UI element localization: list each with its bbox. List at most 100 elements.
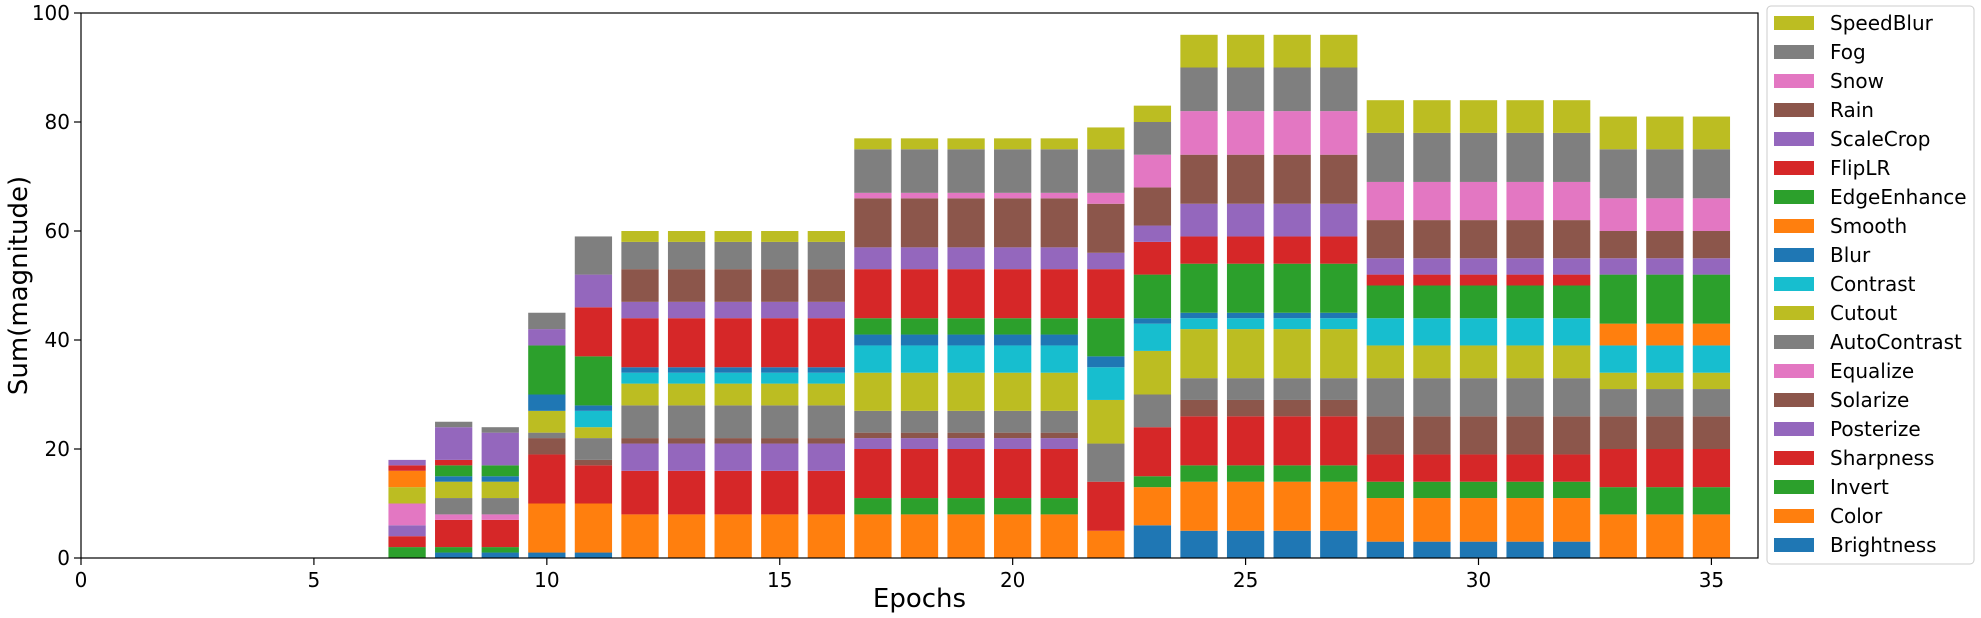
bar-snow-epoch-20 (994, 192, 1032, 199)
bar-speedblur-epoch-29 (1413, 100, 1451, 133)
bar-sharpness-epoch-31 (1506, 454, 1544, 482)
y-axis-title: Sum(magnitude) (4, 176, 34, 395)
bar-scalecrop-epoch-30 (1459, 258, 1498, 275)
bar-snow-epoch-18 (900, 192, 939, 199)
bar-fog-epoch-8 (435, 421, 473, 428)
bar-fog-epoch-25 (1226, 67, 1265, 112)
bar-cutout-epoch-8 (435, 481, 473, 499)
bar-sharpness-epoch-22 (1087, 481, 1125, 531)
bar-invert-epoch-21 (1040, 498, 1078, 515)
bar-rain-epoch-33 (1599, 231, 1637, 259)
legend-label-sharpness: Sharpness (1830, 446, 1934, 470)
bar-sharpness-epoch-10 (528, 454, 566, 504)
bar-solarize-epoch-32 (1553, 416, 1591, 455)
bar-speedblur-epoch-25 (1226, 34, 1265, 68)
bar-solarize-epoch-18 (900, 432, 939, 439)
bar-scalecrop-epoch-33 (1599, 258, 1637, 275)
bar-fliplr-epoch-7 (388, 465, 426, 471)
legend-swatch-fliplr (1774, 161, 1814, 175)
bar-rain-epoch-22 (1087, 203, 1125, 253)
bar-sharpness-epoch-26 (1273, 416, 1311, 466)
bar-edgeenhance-epoch-29 (1413, 285, 1451, 319)
bar-color-epoch-31 (1506, 498, 1544, 542)
bar-sharpness-epoch-8 (435, 519, 473, 548)
bar-color-epoch-32 (1553, 498, 1591, 542)
bar-fliplr-epoch-31 (1506, 274, 1544, 286)
bar-solarize-epoch-25 (1226, 399, 1265, 417)
bar-sharpness-epoch-12 (621, 470, 659, 515)
bar-sharpness-epoch-33 (1599, 449, 1637, 488)
bar-contrast-epoch-16 (807, 372, 845, 384)
bar-cutout-epoch-22 (1087, 399, 1125, 444)
bar-fog-epoch-30 (1459, 132, 1498, 182)
bar-solarize-epoch-13 (667, 438, 706, 444)
y-tick-label: 80 (45, 110, 70, 134)
bar-brightness-epoch-24 (1180, 530, 1218, 558)
bar-sharpness-epoch-19 (947, 449, 985, 499)
bar-cutout-epoch-20 (994, 372, 1032, 411)
bar-solarize-epoch-10 (528, 438, 566, 455)
bar-smooth-epoch-7 (388, 470, 426, 488)
bar-contrast-epoch-27 (1320, 318, 1358, 330)
bar-posterize-epoch-20 (994, 438, 1032, 449)
bar-posterize-epoch-16 (807, 443, 845, 471)
bar-speedblur-epoch-24 (1180, 34, 1218, 68)
y-tick-label: 100 (32, 1, 70, 25)
bar-autocontrast-epoch-28 (1366, 378, 1404, 417)
bar-fog-epoch-24 (1180, 67, 1218, 112)
bar-sharpness-epoch-16 (807, 470, 845, 515)
bar-speedblur-epoch-14 (714, 231, 752, 242)
bar-sharpness-epoch-9 (481, 519, 519, 548)
bar-fog-epoch-32 (1553, 132, 1591, 182)
bar-snow-epoch-24 (1180, 111, 1218, 155)
bar-contrast-epoch-25 (1226, 318, 1265, 330)
bar-scalecrop-epoch-9 (481, 432, 519, 466)
bar-contrast-epoch-12 (621, 372, 659, 384)
legend-label-blur: Blur (1830, 243, 1871, 267)
bar-scalecrop-epoch-20 (994, 247, 1032, 270)
bar-snow-epoch-28 (1366, 181, 1404, 221)
bar-fliplr-epoch-27 (1320, 236, 1358, 264)
bar-invert-epoch-24 (1180, 465, 1218, 482)
bar-color-epoch-13 (667, 514, 706, 558)
bar-invert-epoch-19 (947, 498, 985, 515)
bar-scalecrop-epoch-12 (621, 301, 659, 319)
bar-fliplr-epoch-15 (761, 318, 799, 368)
legend-swatch-smooth (1774, 219, 1814, 233)
bar-edgeenhance-epoch-32 (1553, 285, 1591, 319)
bar-fliplr-epoch-19 (947, 269, 985, 319)
bar-edgeenhance-epoch-22 (1087, 318, 1125, 357)
bar-invert-epoch-17 (854, 498, 892, 515)
bar-cutout-epoch-26 (1273, 329, 1311, 379)
bar-solarize-epoch-31 (1506, 416, 1544, 455)
bar-snow-epoch-32 (1553, 181, 1591, 221)
bar-edgeenhance-epoch-9 (481, 465, 519, 477)
bar-scalecrop-epoch-13 (667, 301, 706, 319)
legend-swatch-brightness (1774, 538, 1814, 552)
bar-sharpness-epoch-24 (1180, 416, 1218, 466)
bar-scalecrop-epoch-26 (1273, 203, 1311, 237)
bar-edgeenhance-epoch-19 (947, 318, 985, 335)
bar-color-epoch-26 (1273, 481, 1311, 531)
bar-speedblur-epoch-32 (1553, 100, 1591, 133)
bar-cutout-epoch-29 (1413, 345, 1451, 379)
bar-blur-epoch-27 (1320, 312, 1358, 319)
bar-fog-epoch-20 (994, 149, 1032, 193)
bar-fliplr-epoch-30 (1459, 274, 1498, 286)
legend-swatch-invert (1774, 480, 1814, 494)
bar-autocontrast-epoch-15 (761, 405, 799, 439)
bar-equalize-epoch-8 (435, 514, 473, 520)
bar-speedblur-epoch-22 (1087, 127, 1125, 150)
bar-solarize-epoch-30 (1459, 416, 1498, 455)
bar-sharpness-epoch-17 (854, 449, 892, 499)
x-tick-label: 20 (1000, 568, 1025, 592)
bar-color-epoch-19 (947, 514, 985, 558)
bar-cutout-epoch-11 (574, 427, 613, 439)
bar-brightness-epoch-9 (481, 552, 519, 558)
bar-invert-epoch-29 (1413, 481, 1451, 499)
bar-fog-epoch-29 (1413, 132, 1451, 182)
bar-cutout-epoch-7 (388, 487, 426, 504)
bar-scalecrop-epoch-31 (1506, 258, 1544, 275)
bar-autocontrast-epoch-32 (1553, 378, 1591, 417)
bar-rain-epoch-19 (947, 198, 985, 248)
